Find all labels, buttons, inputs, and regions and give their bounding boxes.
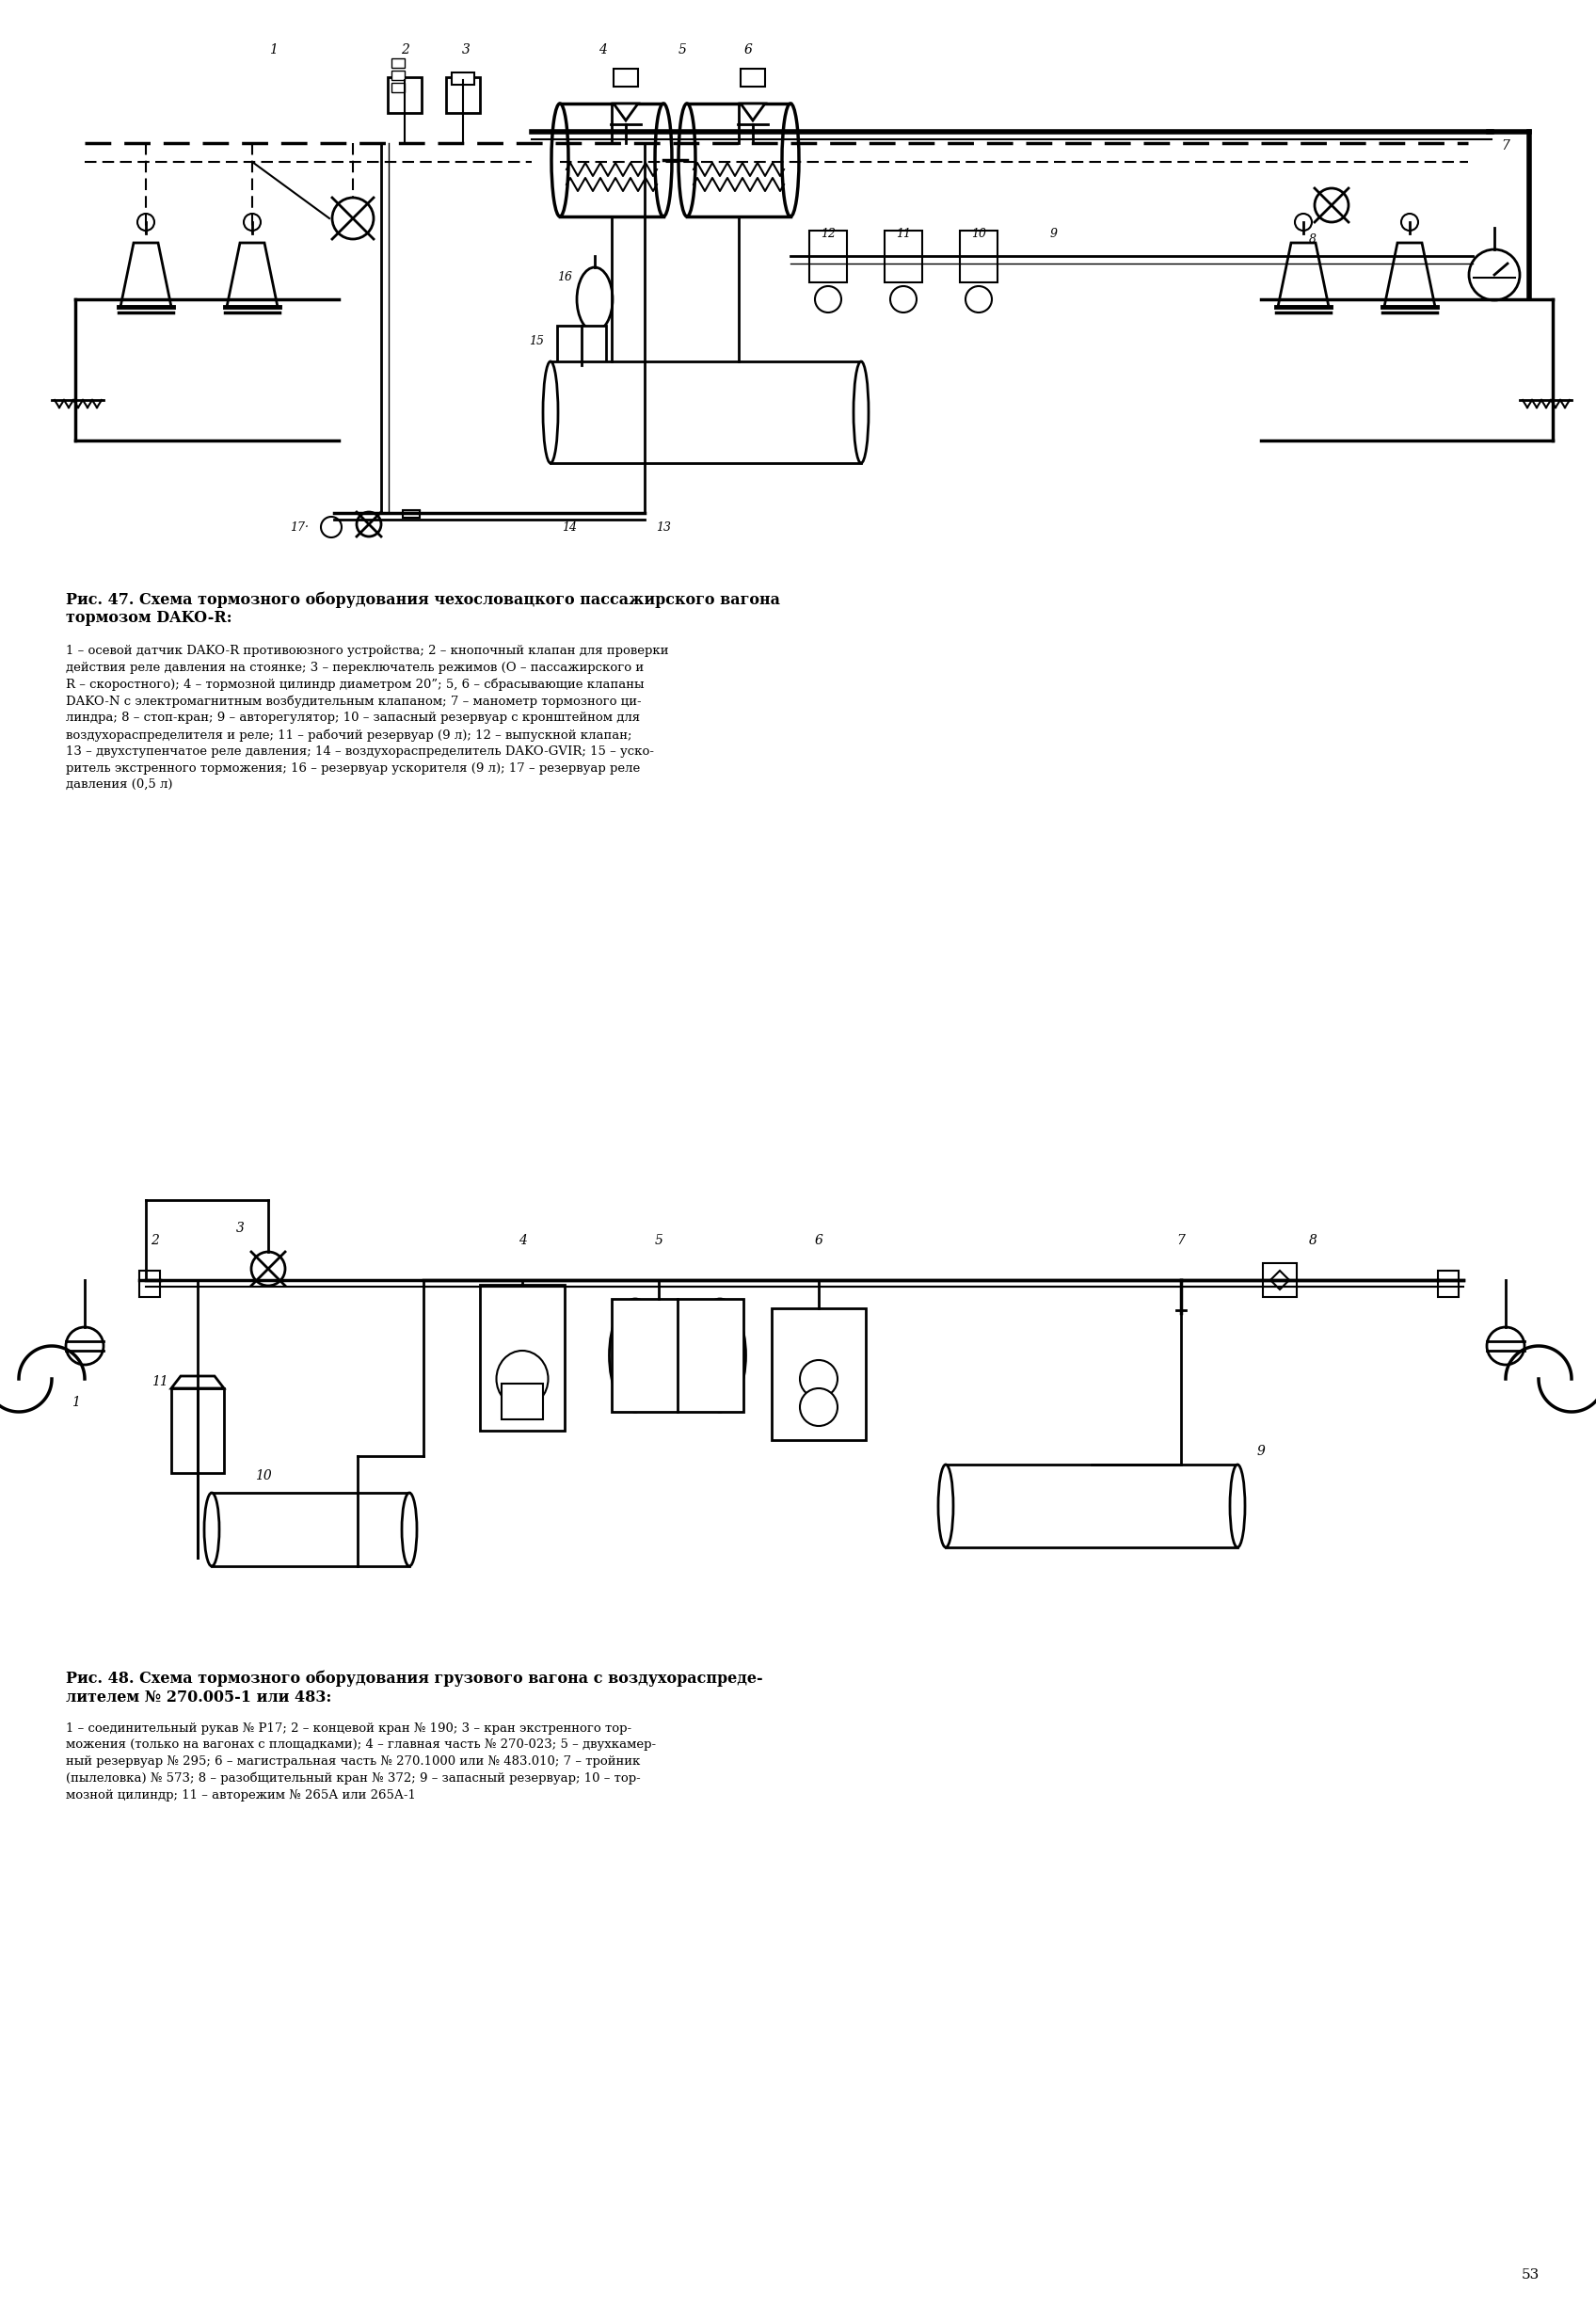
Bar: [809, 230, 847, 283]
Circle shape: [800, 1389, 838, 1426]
Polygon shape: [120, 244, 171, 307]
Text: 13: 13: [656, 520, 670, 534]
Circle shape: [244, 214, 260, 230]
Bar: [884, 230, 922, 283]
Circle shape: [332, 197, 373, 239]
Polygon shape: [741, 104, 764, 121]
Text: 10: 10: [970, 228, 986, 239]
Text: 8: 8: [1309, 235, 1317, 246]
Text: 10: 10: [255, 1470, 271, 1481]
Bar: [1438, 1270, 1459, 1298]
Bar: [501, 1384, 543, 1419]
Text: 8: 8: [1309, 1233, 1317, 1247]
Bar: [212, 1493, 409, 1567]
Bar: [1262, 1263, 1296, 1298]
Circle shape: [1468, 248, 1519, 300]
Polygon shape: [227, 244, 278, 307]
Bar: [613, 70, 638, 86]
Bar: [551, 362, 862, 462]
Circle shape: [891, 286, 916, 313]
Text: 9: 9: [1256, 1444, 1266, 1458]
Circle shape: [356, 513, 381, 536]
Text: 1 – соединительный рукав № Р17; 2 – концевой кран № 190; 3 – кран экстренного то: 1 – соединительный рукав № Р17; 2 – конц…: [65, 1723, 656, 1802]
Ellipse shape: [576, 267, 613, 332]
Text: 4: 4: [598, 44, 606, 56]
Polygon shape: [1278, 244, 1329, 307]
Bar: [741, 70, 764, 86]
Ellipse shape: [854, 362, 868, 462]
Text: Рис. 48. Схема тормозного оборудования грузового вагона с воздухораспреде-
лител: Рис. 48. Схема тормозного оборудования г…: [65, 1670, 763, 1707]
Text: 1: 1: [72, 1396, 80, 1409]
Text: 4: 4: [519, 1233, 527, 1247]
Circle shape: [800, 1361, 838, 1398]
Bar: [139, 1270, 160, 1298]
Circle shape: [137, 214, 155, 230]
Bar: [959, 230, 998, 283]
Bar: [391, 84, 405, 93]
Circle shape: [321, 518, 342, 536]
Circle shape: [966, 286, 991, 313]
Bar: [402, 511, 420, 518]
Bar: [771, 1307, 865, 1440]
Text: 3: 3: [236, 1221, 244, 1235]
Text: 53: 53: [1521, 2269, 1539, 2283]
Text: 15: 15: [528, 334, 544, 346]
Bar: [391, 58, 405, 67]
Text: 6: 6: [814, 1233, 824, 1247]
Bar: [171, 1389, 223, 1472]
Bar: [391, 70, 405, 79]
Text: 3: 3: [461, 44, 469, 56]
Circle shape: [1294, 214, 1312, 230]
Ellipse shape: [402, 1493, 417, 1567]
Text: 14: 14: [562, 520, 576, 534]
Circle shape: [65, 1328, 104, 1365]
Ellipse shape: [654, 104, 672, 216]
Ellipse shape: [552, 104, 568, 216]
Text: 9: 9: [1050, 228, 1058, 239]
Ellipse shape: [543, 362, 559, 462]
Text: 7: 7: [1176, 1233, 1186, 1247]
Polygon shape: [1384, 244, 1435, 307]
Ellipse shape: [204, 1493, 219, 1567]
Text: 17·: 17·: [290, 520, 308, 534]
Polygon shape: [171, 1377, 223, 1389]
Text: 1 – осевой датчик DAKO-R противоюзного устройства; 2 – кнопочный клапан для пров: 1 – осевой датчик DAKO-R противоюзного у…: [65, 646, 669, 792]
Circle shape: [1487, 1328, 1524, 1365]
Bar: [557, 325, 606, 365]
Text: 5: 5: [654, 1233, 662, 1247]
Text: 2: 2: [152, 1233, 160, 1247]
Text: 12: 12: [820, 228, 836, 239]
Text: 11: 11: [895, 228, 911, 239]
Text: 2: 2: [401, 44, 409, 56]
Text: Рис. 47. Схема тормозного оборудования чехословацкого пассажирского вагона
тормо: Рис. 47. Схема тормозного оборудования ч…: [65, 592, 780, 627]
Bar: [611, 1298, 744, 1412]
Ellipse shape: [610, 1298, 661, 1412]
Bar: [946, 1465, 1237, 1546]
Polygon shape: [613, 104, 638, 121]
Circle shape: [251, 1252, 286, 1286]
Circle shape: [816, 286, 841, 313]
Text: 1: 1: [268, 44, 278, 56]
Bar: [686, 104, 790, 216]
Text: 7: 7: [1502, 139, 1510, 153]
Ellipse shape: [496, 1351, 547, 1407]
Polygon shape: [1270, 1270, 1290, 1289]
Circle shape: [1315, 188, 1349, 223]
Ellipse shape: [1231, 1465, 1245, 1546]
Ellipse shape: [938, 1465, 953, 1546]
Bar: [452, 72, 474, 84]
Text: 5: 5: [678, 44, 686, 56]
Text: 6: 6: [744, 44, 752, 56]
Bar: [445, 77, 480, 114]
Bar: [480, 1284, 565, 1430]
Bar: [560, 104, 664, 216]
Bar: [388, 77, 421, 114]
Ellipse shape: [782, 104, 800, 216]
Circle shape: [1401, 214, 1419, 230]
Ellipse shape: [694, 1298, 745, 1412]
Text: 11: 11: [152, 1375, 168, 1389]
Text: 16: 16: [557, 272, 571, 283]
Ellipse shape: [678, 104, 696, 216]
